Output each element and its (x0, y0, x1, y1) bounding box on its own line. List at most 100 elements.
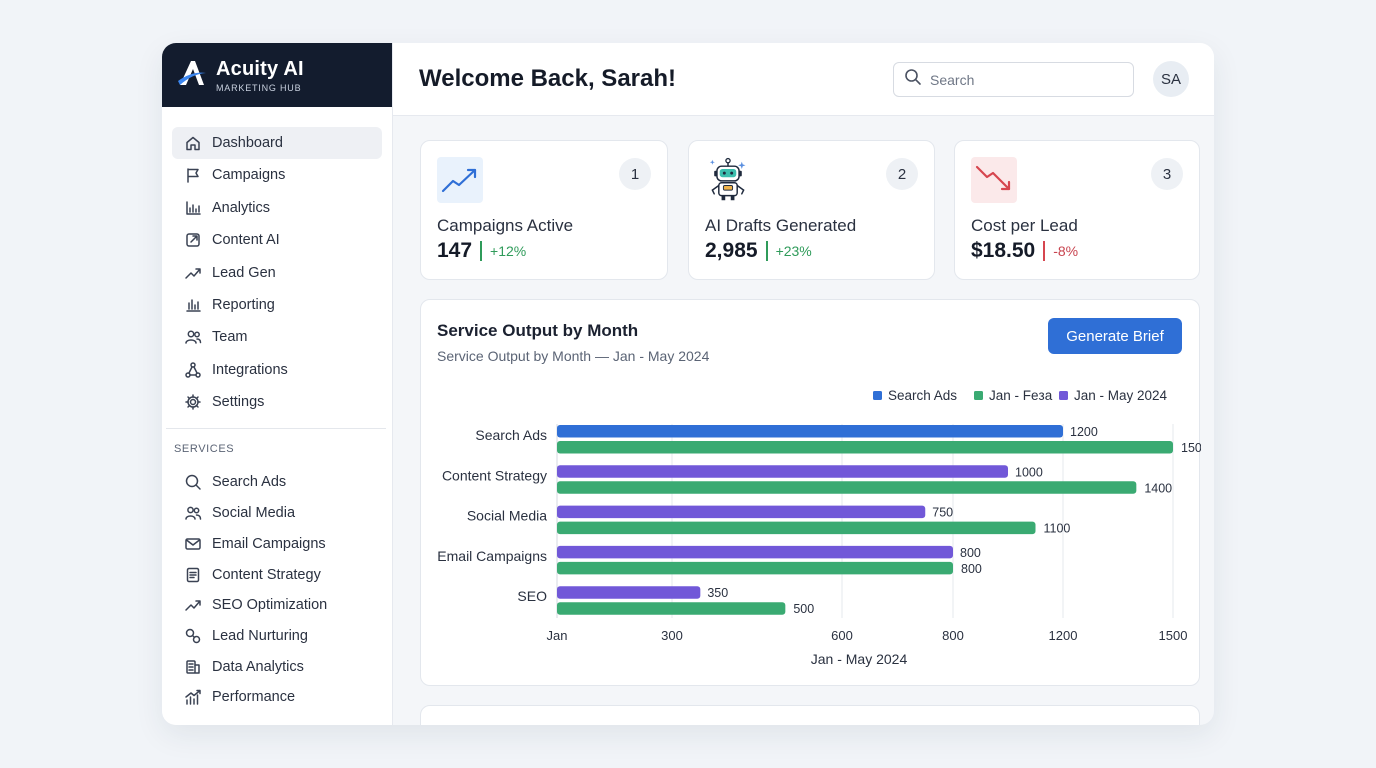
sidebar-item-campaigns[interactable]: Campaigns (172, 159, 382, 191)
sidebar-item-label: Team (212, 329, 248, 346)
x-tick-label: 300 (661, 628, 683, 643)
sidebar-item-content-ai[interactable]: Content AI (172, 224, 382, 256)
stat-label: AI Drafts Generated (705, 216, 857, 235)
external-edit-icon (184, 231, 202, 249)
bar-0-bottom (557, 441, 1173, 454)
next-card-partial (420, 705, 1200, 725)
document-icon (184, 566, 202, 584)
legend-swatch (974, 391, 983, 400)
service-item-data-analytics[interactable]: Data Analytics (172, 651, 382, 682)
stat-separator (480, 241, 483, 261)
sidebar-item-label: Dashboard (212, 135, 283, 151)
trend-down-icon (971, 157, 1017, 203)
sidebar-item-team[interactable]: Team (172, 321, 382, 353)
stat-label: Cost per Lead (971, 216, 1078, 235)
sidebar-item-label: Campaigns (212, 167, 286, 184)
y-category-label: Search Ads (475, 427, 547, 443)
robot-icon (705, 157, 751, 203)
search-input[interactable] (930, 71, 1120, 88)
data-label: 1200 (1070, 425, 1098, 439)
service-item-label: Performance (212, 689, 296, 706)
data-label: 800 (961, 562, 982, 576)
service-item-lead-nurturing[interactable]: Lead Nurturing (172, 621, 382, 652)
service-item-label: Social Media (212, 505, 296, 522)
trend-up-icon (437, 157, 483, 203)
services-nav: Search Ads Social Media Email Campaigns Con… (162, 467, 392, 713)
stat-badge: 2 (886, 158, 918, 190)
service-item-label: Data Analytics (212, 658, 304, 675)
gear-icon (184, 393, 202, 411)
service-item-label: SEO Optimization (212, 597, 328, 614)
service-item-search-ads[interactable]: Search Ads (172, 467, 382, 498)
sidebar-item-label: Integrations (212, 361, 288, 378)
stat-value: $18.50 (971, 239, 1036, 262)
search-box[interactable] (893, 62, 1134, 97)
stat-label: Campaigns Active (437, 216, 574, 235)
main-nav: Dashboard Campaigns Analytics Content AI Lea… (162, 107, 392, 418)
x-tick-label: 1500 (1159, 628, 1188, 643)
stat-badge: 3 (1151, 158, 1183, 190)
brand-subtitle: MARKETING HUB (216, 82, 302, 93)
chart-subtitle: Service Output by Month — Jan - May 2024 (437, 348, 710, 364)
stat-card-cost-per-lead[interactable]: 3 Cost per Lead $18.50 -8% (954, 140, 1200, 280)
data-label: 350 (707, 586, 728, 600)
stat-value: 147 (437, 239, 473, 262)
x-tick-label: 600 (831, 628, 853, 643)
data-label: 1100 (1044, 522, 1071, 536)
service-item-performance[interactable]: Performance (172, 682, 382, 713)
x-axis-title: Jan - May 2024 (811, 651, 908, 667)
service-item-content-strategy[interactable]: Content Strategy (172, 559, 382, 590)
avatar[interactable]: SA (1153, 61, 1189, 97)
service-item-email-campaigns[interactable]: Email Campaigns (172, 529, 382, 560)
y-category-label: Email Campaigns (437, 548, 547, 564)
home-icon (184, 134, 202, 152)
service-item-seo-optimization[interactable]: SEO Optimization (172, 590, 382, 621)
integrations-icon (184, 361, 202, 379)
service-output-chart-card: Search Ads Jan - Feзa Jan - May 2024 Search… (420, 299, 1201, 686)
service-item-social-media[interactable]: Social Media (172, 498, 382, 529)
search-icon (184, 473, 202, 491)
bar-chart: Search Ads Jan - Feзa Jan - May 2024 Search… (437, 388, 1201, 667)
bar-3-top (557, 545, 953, 559)
stat-badge: 1 (619, 158, 651, 190)
nurture-icon (184, 627, 202, 645)
stat-delta: +12% (490, 243, 527, 259)
sidebar-item-dashboard[interactable]: Dashboard (172, 127, 382, 159)
legend-swatch (873, 391, 882, 400)
page-title: Welcome Back, Sarah! (419, 65, 677, 92)
brand[interactable]: Acuity AI MARKETING HUB (162, 43, 392, 107)
data-label: 1000 (1015, 465, 1043, 479)
sidebar-item-integrations[interactable]: Integrations (172, 354, 382, 386)
stat-separator (1043, 241, 1046, 261)
sidebar-item-reporting[interactable]: Reporting (172, 289, 382, 321)
bar-3-bottom (557, 561, 953, 575)
trend-icon (184, 596, 202, 614)
generate-brief-button[interactable]: Generate Brief (1048, 318, 1182, 354)
people-icon (184, 504, 202, 522)
chart-title: Service Output by Month (437, 321, 639, 340)
sidebar-item-settings[interactable]: Settings (172, 386, 382, 418)
y-category-label: SEO (517, 588, 547, 604)
sidebar-item-lead-gen[interactable]: Lead Gen (172, 257, 382, 289)
stat-card-campaigns[interactable]: 1 Campaigns Active 147 +12% (420, 140, 668, 280)
y-category-label: Content Strategy (442, 467, 547, 483)
stat-delta: -8% (1053, 243, 1079, 259)
y-category-label: Social Media (467, 508, 547, 524)
legend-swatch (1059, 391, 1068, 400)
data-label: 750 (932, 506, 953, 520)
team-icon (184, 328, 202, 346)
app-window: Acuity AI MARKETING HUB Dashboard Campaig… (162, 43, 1214, 725)
logo-icon (176, 57, 208, 94)
bar-2-top (557, 505, 926, 519)
trend-icon (184, 264, 202, 282)
search-icon (904, 68, 930, 91)
service-item-label: Search Ads (212, 474, 287, 491)
brand-name: Acuity AI (216, 57, 304, 80)
x-tick-label: Jan (547, 628, 568, 643)
stat-card-ai-drafts[interactable]: 2 AI Drafts Generated 2,985 +23% (688, 140, 935, 280)
bar-2-bottom (557, 521, 1036, 535)
service-item-label: Content Strategy (212, 566, 321, 583)
sidebar-item-analytics[interactable]: Analytics (172, 192, 382, 224)
sidebar-item-label: Reporting (212, 296, 275, 313)
top-header: Welcome Back, Sarah! SA (393, 43, 1214, 116)
